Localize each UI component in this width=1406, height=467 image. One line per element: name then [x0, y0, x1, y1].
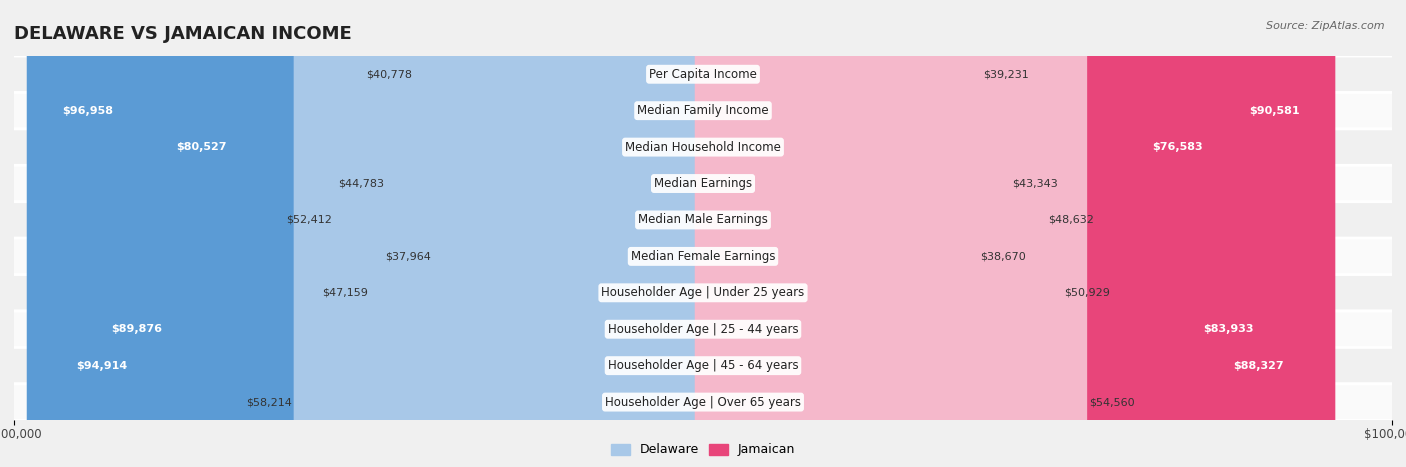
FancyBboxPatch shape — [7, 165, 1399, 202]
FancyBboxPatch shape — [695, 0, 977, 467]
Text: $50,929: $50,929 — [1064, 288, 1111, 298]
FancyBboxPatch shape — [695, 0, 1289, 467]
FancyBboxPatch shape — [333, 0, 711, 467]
Text: Householder Age | 45 - 64 years: Householder Age | 45 - 64 years — [607, 359, 799, 372]
Text: $43,343: $43,343 — [1012, 178, 1057, 189]
Text: Median Household Income: Median Household Income — [626, 141, 780, 154]
Text: $44,783: $44,783 — [337, 178, 384, 189]
Legend: Delaware, Jamaican: Delaware, Jamaican — [606, 439, 800, 461]
FancyBboxPatch shape — [41, 0, 711, 467]
FancyBboxPatch shape — [294, 0, 711, 467]
Text: $88,327: $88,327 — [1233, 361, 1284, 371]
FancyBboxPatch shape — [7, 238, 1399, 275]
Text: $76,583: $76,583 — [1153, 142, 1204, 152]
FancyBboxPatch shape — [433, 0, 711, 467]
FancyBboxPatch shape — [695, 0, 1336, 467]
FancyBboxPatch shape — [7, 92, 1399, 129]
FancyBboxPatch shape — [695, 0, 1320, 467]
Text: Median Male Earnings: Median Male Earnings — [638, 213, 768, 226]
FancyBboxPatch shape — [7, 311, 1399, 347]
FancyBboxPatch shape — [141, 0, 711, 467]
Text: $83,933: $83,933 — [1204, 324, 1254, 334]
FancyBboxPatch shape — [7, 129, 1399, 165]
Text: DELAWARE VS JAMAICAN INCOME: DELAWARE VS JAMAICAN INCOME — [14, 25, 352, 43]
Text: $96,958: $96,958 — [63, 106, 114, 116]
FancyBboxPatch shape — [7, 275, 1399, 311]
FancyBboxPatch shape — [695, 0, 981, 467]
Text: Householder Age | 25 - 44 years: Householder Age | 25 - 44 years — [607, 323, 799, 336]
FancyBboxPatch shape — [7, 202, 1399, 238]
FancyBboxPatch shape — [695, 0, 1062, 467]
FancyBboxPatch shape — [7, 347, 1399, 384]
FancyBboxPatch shape — [27, 0, 711, 467]
FancyBboxPatch shape — [413, 0, 711, 467]
Text: $89,876: $89,876 — [111, 324, 162, 334]
Text: $48,632: $48,632 — [1049, 215, 1094, 225]
Text: Median Female Earnings: Median Female Earnings — [631, 250, 775, 263]
FancyBboxPatch shape — [387, 0, 711, 467]
Text: $39,231: $39,231 — [984, 69, 1029, 79]
FancyBboxPatch shape — [7, 384, 1399, 420]
FancyBboxPatch shape — [695, 0, 1087, 467]
Text: $80,527: $80,527 — [176, 142, 226, 152]
Text: Householder Age | Over 65 years: Householder Age | Over 65 years — [605, 396, 801, 409]
FancyBboxPatch shape — [76, 0, 711, 467]
Text: $38,670: $38,670 — [980, 251, 1025, 262]
Text: $94,914: $94,914 — [77, 361, 128, 371]
Text: $47,159: $47,159 — [322, 288, 368, 298]
FancyBboxPatch shape — [695, 0, 1239, 467]
Text: $54,560: $54,560 — [1090, 397, 1135, 407]
Text: Median Earnings: Median Earnings — [654, 177, 752, 190]
Text: $90,581: $90,581 — [1249, 106, 1299, 116]
Text: Per Capita Income: Per Capita Income — [650, 68, 756, 81]
Text: $58,214: $58,214 — [246, 397, 291, 407]
Text: $40,778: $40,778 — [366, 69, 412, 79]
Text: Householder Age | Under 25 years: Householder Age | Under 25 years — [602, 286, 804, 299]
Text: Source: ZipAtlas.com: Source: ZipAtlas.com — [1267, 21, 1385, 31]
FancyBboxPatch shape — [370, 0, 711, 467]
FancyBboxPatch shape — [695, 0, 1046, 467]
Text: $37,964: $37,964 — [385, 251, 432, 262]
Text: $52,412: $52,412 — [285, 215, 332, 225]
FancyBboxPatch shape — [7, 56, 1399, 92]
FancyBboxPatch shape — [695, 0, 1010, 467]
Text: Median Family Income: Median Family Income — [637, 104, 769, 117]
